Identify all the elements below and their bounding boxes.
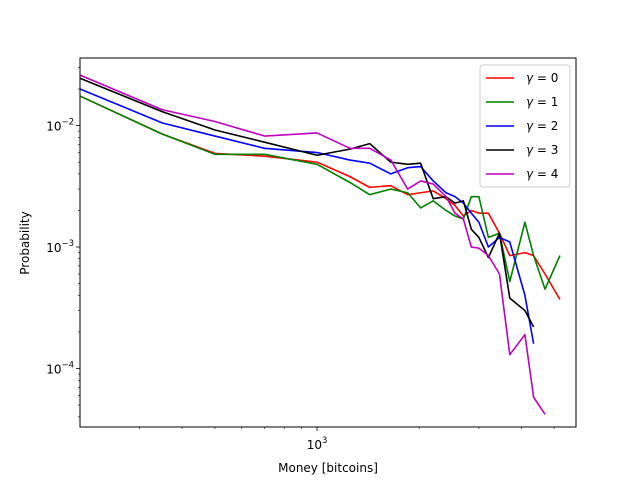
series-line-gamma-0 — [80, 95, 561, 300]
y-tick-label-exponent: −2 — [61, 118, 74, 128]
plot-frame — [79, 57, 577, 428]
legend-gamma-value: = 0 — [533, 71, 558, 85]
y-tick-label-base: 10 — [46, 241, 61, 255]
legend-gamma-value: = 3 — [533, 143, 558, 157]
legend-gamma-symbol: γ — [526, 71, 534, 85]
y-tick-label: 10−3 — [46, 239, 74, 255]
y-tick-label: 10−2 — [46, 118, 74, 134]
legend-gamma-symbol: γ — [526, 167, 534, 181]
y-axis-label: Probability — [18, 211, 32, 274]
legend-gamma-value: = 2 — [533, 119, 558, 133]
legend-gamma-value: = 4 — [533, 167, 558, 181]
series-layer — [80, 74, 561, 415]
x-tick-label-base: 10 — [307, 438, 322, 452]
legend: γ = 0γ = 1γ = 2γ = 3γ = 4 — [479, 64, 571, 188]
legend-label-gamma-3: γ = 3 — [526, 143, 558, 157]
x-tick-label: 103 — [307, 436, 328, 452]
legend-label-gamma-2: γ = 2 — [526, 119, 558, 133]
y-tick-label-base: 10 — [46, 120, 61, 134]
y-tick-label-base: 10 — [46, 363, 61, 377]
legend-label-gamma-4: γ = 4 — [526, 167, 558, 181]
series-line-gamma-4 — [80, 74, 546, 415]
series-line-gamma-3 — [80, 77, 535, 328]
legend-gamma-value: = 1 — [533, 95, 558, 109]
legend-label-gamma-0: γ = 0 — [526, 71, 558, 85]
legend-label-gamma-1: γ = 1 — [526, 95, 558, 109]
x-tick-label-exponent: 3 — [322, 436, 327, 446]
legend-gamma-symbol: γ — [526, 119, 534, 133]
y-tick-label-exponent: −4 — [61, 361, 74, 371]
y-tick-label-exponent: −3 — [61, 239, 74, 249]
y-tick-label: 10−4 — [46, 361, 74, 377]
legend-gamma-symbol: γ — [526, 95, 534, 109]
major-ticks — [76, 125, 318, 431]
legend-gamma-symbol: γ — [526, 143, 534, 157]
x-axis-label: Money [bitcoins] — [278, 461, 378, 475]
legend-box — [479, 64, 571, 188]
